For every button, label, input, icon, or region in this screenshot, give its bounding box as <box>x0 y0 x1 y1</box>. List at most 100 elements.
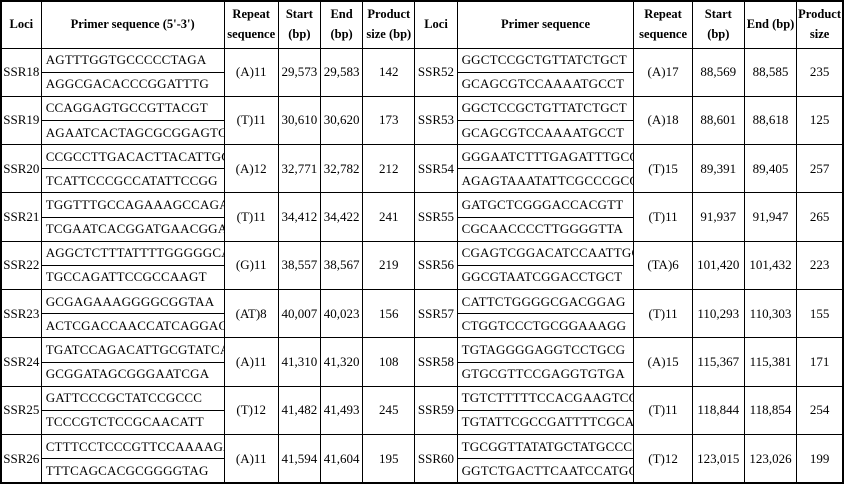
product-size-cell: 155 <box>796 289 844 339</box>
loci-cell: SSR22 <box>0 240 42 291</box>
repeat-sequence-cell: (T)12 <box>633 434 693 484</box>
start-bp-cell: 88,569 <box>691 47 745 97</box>
primer-reverse-cell: GTGCGTTCCGAGGTGTGA <box>456 361 635 387</box>
primer-reverse-cell: CTGGTCCCTGCGGAAAGG <box>456 313 635 339</box>
end-bp-cell: 91,947 <box>743 192 798 242</box>
start-bp-cell: 115,367 <box>691 337 745 387</box>
start-bp-cell: 40,007 <box>277 289 321 339</box>
loci-cell: SSR20 <box>0 144 42 194</box>
product-size-cell: 108 <box>362 337 416 387</box>
primer-reverse-cell: AGGCGACACCCGGATTTG <box>40 71 225 97</box>
loci-cell: SSR18 <box>0 47 42 97</box>
primer-forward-cell: CTTTCCTCCCGTTCCAAAAGA <box>40 433 225 460</box>
repeat-sequence-cell: (T)12 <box>223 385 279 436</box>
loci-cell: SSR58 <box>414 337 458 387</box>
table-row: SSR24 TGATCCAGACATTGCGTATCA (A)11 41,310 41,… <box>0 337 844 387</box>
header-start-left: Start (bp) <box>277 0 321 49</box>
end-bp-cell: 41,493 <box>319 385 364 436</box>
end-bp-cell: 89,405 <box>743 144 798 194</box>
loci-cell: SSR25 <box>0 385 42 436</box>
header-start-right: Start (bp) <box>691 0 745 49</box>
product-size-cell: 223 <box>796 240 844 291</box>
end-bp-cell: 88,585 <box>743 47 798 97</box>
product-size-cell: 195 <box>362 434 416 484</box>
repeat-sequence-cell: (A)11 <box>223 434 279 484</box>
primer-reverse-cell: AGAGTAAATATTCGCCCGCG <box>456 168 635 194</box>
primer-forward-cell: GATGCTCGGGACCACGTT <box>456 192 635 218</box>
primer-reverse-cell: AGAATCACTAGCGCGGAGTC <box>40 119 225 146</box>
table-row: TGCCAGATTCCGCCAAGT GGCGTAATCGGACCTGCT <box>1 264 843 291</box>
repeat-sequence-cell: (A)12 <box>223 144 279 194</box>
table-row: ACTCGACCAACCATCAGGAG CTGGTCCCTGCGGAAAGG <box>1 313 843 339</box>
table-row: SSR18 AGTTTGGTGCCCCCTAGA (A)11 29,573 29,583… <box>0 47 844 97</box>
primer-reverse-cell: CGCAACCCCTTGGGGTTA <box>456 216 635 242</box>
primer-reverse-cell: TCGAATCACGGATGAACGGA <box>40 216 225 242</box>
repeat-sequence-cell: (T)15 <box>633 144 693 194</box>
loci-cell: SSR54 <box>414 144 458 194</box>
header-repeat-sequence-right: Repeat sequence <box>633 0 693 49</box>
end-bp-cell: 41,604 <box>319 434 364 484</box>
primer-reverse-cell: ACTCGACCAACCATCAGGAG <box>40 313 225 339</box>
table-row: SSR19 CCAGGAGTGCCGTTACGT (T)11 30,610 30,620… <box>0 95 844 146</box>
product-size-cell: 173 <box>362 95 416 146</box>
end-bp-cell: 40,023 <box>319 289 364 339</box>
start-bp-cell: 110,293 <box>691 289 745 339</box>
end-bp-cell: 30,620 <box>319 95 364 146</box>
product-size-cell: 254 <box>796 385 844 436</box>
primer-forward-cell: AGTTTGGTGCCCCCTAGA <box>40 47 225 73</box>
repeat-sequence-cell: (T)11 <box>633 289 693 339</box>
table-row: SSR22 AGGCTCTTTATTTTGGGGGCA (G)11 38,557 38,… <box>0 240 844 291</box>
repeat-sequence-cell: (T)11 <box>633 192 693 242</box>
product-size-cell: 265 <box>796 192 844 242</box>
table-row: SSR26 CTTTCCTCCCGTTCCAAAAGA (A)11 41,594 41,… <box>0 433 844 484</box>
header-loci-right: Loci <box>414 0 458 49</box>
header-product-size-right: Product size <box>796 0 844 49</box>
header-end-left: End (bp) <box>319 0 364 49</box>
primer-reverse-cell: TTTCAGCACGCGGGGTAG <box>40 458 225 484</box>
end-bp-cell: 123,026 <box>743 434 798 484</box>
table-row: TCCCGTCTCCGCAACATT TGTATTCGCCGATTTTCGCA <box>1 409 843 436</box>
primer-reverse-cell: TGTATTCGCCGATTTTCGCA <box>456 409 635 436</box>
end-bp-cell: 32,782 <box>319 144 364 194</box>
table-row: SSR20 CCGCCTTGACACTTACATTGG (A)12 32,771 32,… <box>0 144 844 194</box>
loci-cell: SSR55 <box>414 192 458 242</box>
repeat-sequence-cell: (A)11 <box>223 337 279 387</box>
repeat-sequence-cell: (T)11 <box>633 385 693 436</box>
repeat-sequence-cell: (G)11 <box>223 240 279 291</box>
primer-reverse-cell: GCGGATAGCGGGAATCGA <box>40 361 225 387</box>
end-bp-cell: 29,583 <box>319 47 364 97</box>
end-bp-cell: 88,618 <box>743 95 798 146</box>
primer-reverse-cell: GCAGCGTCCAAAATGCCT <box>456 71 635 97</box>
primer-forward-cell: GCGAGAAAGGGGCGGTAA <box>40 289 225 315</box>
end-bp-cell: 101,432 <box>743 240 798 291</box>
primer-forward-cell: CGAGTCGGACATCCAATTGC <box>456 240 635 266</box>
product-size-cell: 156 <box>362 289 416 339</box>
repeat-sequence-cell: (T)11 <box>223 95 279 146</box>
start-bp-cell: 32,771 <box>277 144 321 194</box>
loci-cell: SSR21 <box>0 192 42 242</box>
primer-forward-cell: TGTCTTTTTCCACGAAGTCCT <box>456 385 635 411</box>
header-primer-sequence-right: Primer sequence <box>456 0 635 49</box>
start-bp-cell: 41,482 <box>277 385 321 436</box>
end-bp-cell: 41,320 <box>319 337 364 387</box>
primer-reverse-cell: TGCCAGATTCCGCCAAGT <box>40 264 225 291</box>
primer-forward-cell: GGCTCCGCTGTTATCTGCT <box>456 47 635 73</box>
table-row: TTTCAGCACGCGGGGTAG GGTCTGACTTCAATCCATGGA <box>1 458 843 484</box>
loci-cell: SSR53 <box>414 95 458 146</box>
loci-cell: SSR26 <box>0 434 42 484</box>
product-size-cell: 171 <box>796 337 844 387</box>
start-bp-cell: 34,412 <box>277 192 321 242</box>
primer-forward-cell: CCGCCTTGACACTTACATTGG <box>40 144 225 170</box>
product-size-cell: 142 <box>362 47 416 97</box>
start-bp-cell: 30,610 <box>277 95 321 146</box>
start-bp-cell: 29,573 <box>277 47 321 97</box>
end-bp-cell: 118,854 <box>743 385 798 436</box>
primer-forward-cell: AGGCTCTTTATTTTGGGGGCA <box>40 240 225 266</box>
primer-forward-cell: GATTCCCGCTATCCGCCC <box>40 385 225 411</box>
product-size-cell: 241 <box>362 192 416 242</box>
primer-forward-cell: CATTCTGGGGCGACGGAG <box>456 289 635 315</box>
primer-forward-cell: TGATCCAGACATTGCGTATCA <box>40 337 225 363</box>
table-row: TCATTCCCGCCATATTCCGG AGAGTAAATATTCGCCCGCG <box>1 168 843 194</box>
